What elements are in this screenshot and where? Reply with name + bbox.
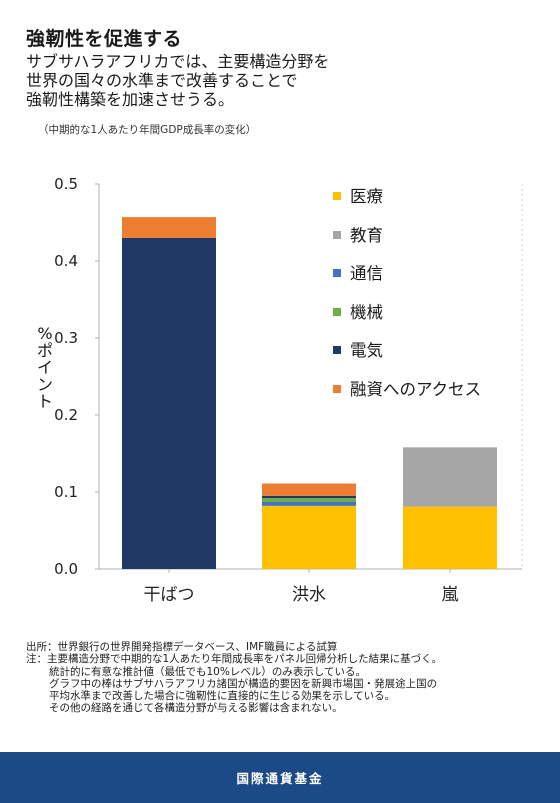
- note-line: 注：主要構造分野で中期的な1人あたり年間成長率をパネル回帰分析した結果に基づく。: [26, 653, 443, 666]
- y-axis-label-char: ン: [36, 375, 53, 394]
- bar-segment: [262, 498, 356, 503]
- notes: 出所：世界銀行の世界開発指標データベース、IMF職員による試算 注：主要構造分野…: [26, 641, 442, 715]
- legend-swatch: [333, 230, 341, 239]
- bar-segment: [403, 506, 497, 569]
- y-tick-label: 0.5: [54, 175, 78, 193]
- y-tick-label: 0.0: [54, 560, 78, 578]
- legend-swatch: [333, 384, 341, 393]
- y-tick-label: 0.2: [54, 406, 78, 424]
- legend-label: 医療: [350, 187, 383, 206]
- y-axis-label: % ポイント: [36, 325, 54, 410]
- x-tick-label: 嵐: [442, 585, 459, 605]
- bar-segment: [262, 495, 356, 499]
- bar-segment: [122, 217, 216, 238]
- subtitle-line: 世界の国々の水準まで改善することで: [26, 71, 298, 90]
- chart-caption: （中期的な1人あたり年間GDP成長率の変化）: [38, 124, 257, 136]
- bar-segment: [262, 505, 356, 569]
- x-tick-label: 洪水: [292, 585, 326, 605]
- subtitle-line: 強靭性構築を加速させうる。: [26, 90, 235, 109]
- subtitle: サブサハラアフリカでは、主要構造分野を 世界の国々の水準まで改善することで 強靭…: [26, 52, 546, 109]
- legend-label: 通信: [350, 264, 383, 284]
- bar-segment: [403, 447, 497, 507]
- note-line: グラフ中の棒はサブサハラアフリカ諸国が構造的要因を新興市場国・発展途上国の: [49, 677, 438, 690]
- note-line: 統計的に有意な推計値（最低でも10%レベル）のみ表示している。: [49, 665, 367, 678]
- note-line: その他の経路を通じて各構造分野が与える影響は含まれない。: [49, 702, 343, 715]
- y-axis-label-char: ト: [36, 392, 53, 411]
- y-tick-label: 0.3: [54, 329, 78, 347]
- footer-bar: 国際通貨基金: [0, 752, 560, 803]
- bar-segment: [122, 237, 216, 569]
- bar-segment: [262, 483, 356, 496]
- legend-swatch: [333, 269, 341, 278]
- y-axis-label-char: イ: [36, 358, 53, 377]
- subtitle-line: サブサハラアフリカでは、主要構造分野を: [26, 52, 330, 71]
- legend-swatch: [333, 346, 341, 355]
- y-tick-label: 0.4: [54, 252, 78, 270]
- bar-segment: [262, 502, 356, 506]
- legend-label: 電気: [350, 341, 383, 361]
- legend-swatch: [333, 192, 341, 200]
- legend-label: 教育: [350, 225, 383, 245]
- note-line: 平均水準まで改善した場合に強靭性に直接的に生じる効果を示している。: [49, 690, 396, 703]
- legend-label: 融資へのアクセス: [350, 379, 482, 399]
- legend-label: 機械: [350, 302, 383, 322]
- y-axis-label-char: %: [37, 324, 53, 343]
- chart: 0.0 0.1 0.2 0.3 0.4 0.5 干ばつ 洪水 嵐: [54, 175, 523, 605]
- x-tick-label: 干ばつ: [144, 585, 195, 605]
- y-axis-label-char: ポ: [36, 341, 53, 360]
- footer-org-name: 国際通貨基金: [236, 771, 324, 786]
- source-note: 出所：世界銀行の世界開発指標データベース、IMF職員による試算: [26, 641, 338, 653]
- page-title: 強靭性を促進する: [26, 28, 183, 50]
- y-tick-label: 0.1: [54, 483, 78, 501]
- legend-swatch: [333, 307, 341, 316]
